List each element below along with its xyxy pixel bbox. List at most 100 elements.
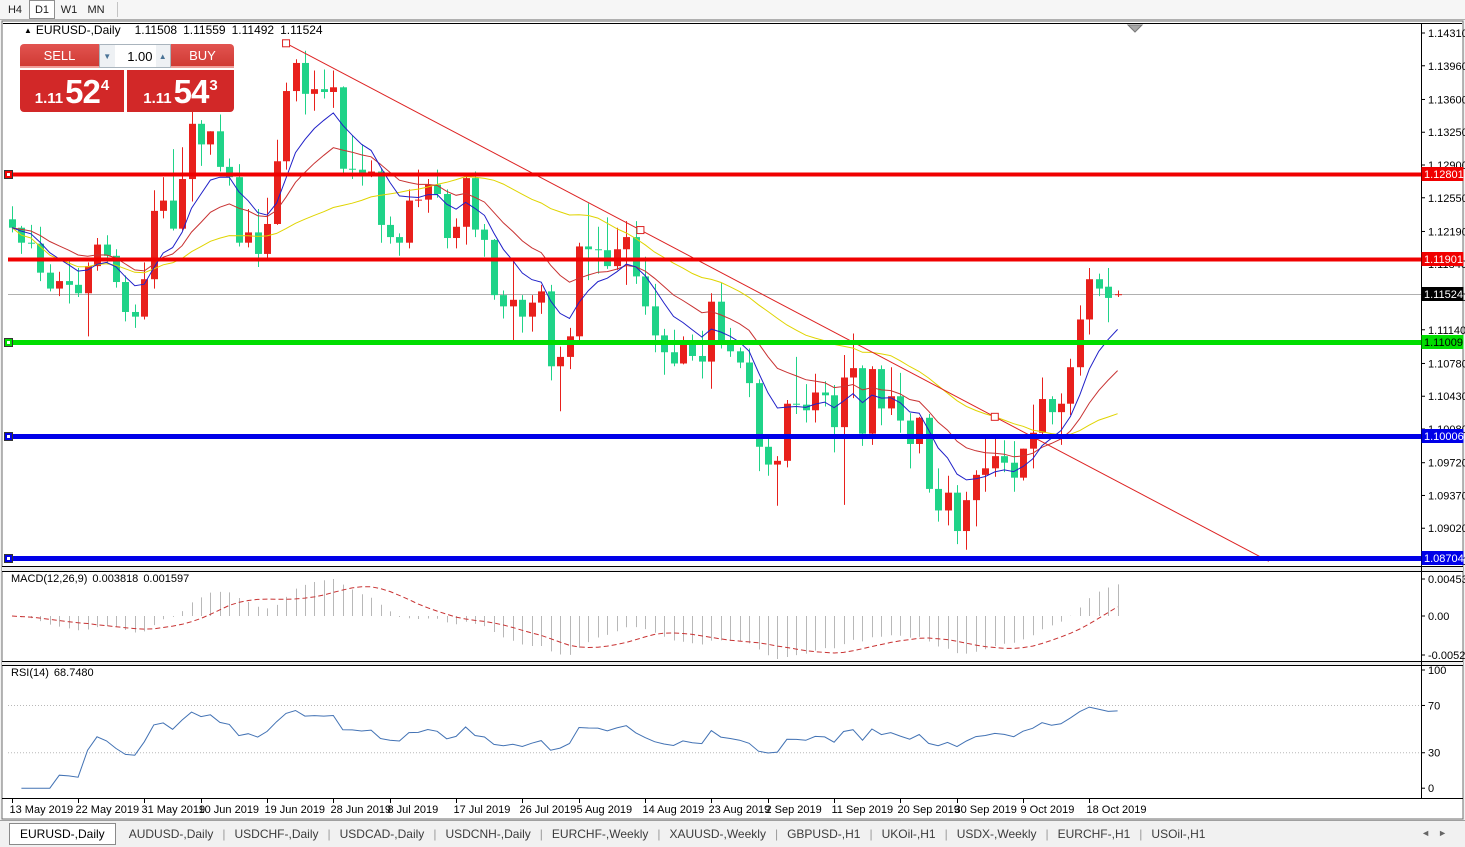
candle-body	[189, 123, 196, 180]
buy-button[interactable]: BUY	[171, 44, 234, 68]
candle-body	[491, 239, 498, 296]
candle-body	[585, 246, 592, 250]
candle-body	[170, 200, 177, 229]
candle-body	[859, 368, 866, 434]
candle-body	[973, 474, 980, 501]
candle-body	[283, 91, 290, 162]
price-tick-label: 1.12550	[1428, 193, 1465, 205]
timeframe-button-d1[interactable]: D1	[29, 0, 55, 19]
chart-tabs-bar: EURUSD-,Daily AUDUSD-,Daily | USDCHF-,Daily…	[0, 820, 1465, 847]
rsi-value: 68.7480	[53, 667, 94, 679]
candle-body	[226, 166, 233, 178]
chart-tab-usoil-h1[interactable]: USOil-,H1	[1151, 827, 1206, 841]
candle-body	[1067, 367, 1074, 404]
sell-price-main: 52	[65, 73, 101, 110]
candle-body	[1086, 279, 1093, 320]
timeframe-button-mn[interactable]: MN	[87, 3, 105, 16]
chart-tab-eurchf-weekly[interactable]: EURCHF-,Weekly	[551, 827, 649, 841]
candle-body	[982, 468, 989, 475]
tab-divider: |	[1139, 827, 1143, 841]
quote-low: 1.11492	[231, 23, 275, 37]
toolbar-separator	[117, 2, 118, 17]
sell-price-display[interactable]: 1.11 52 4	[20, 70, 124, 112]
price-flag-label: 1.11524	[1424, 289, 1463, 301]
candle-body	[992, 456, 999, 469]
panel-separators[interactable]	[2, 566, 1463, 799]
chart-tab-eurchf-h1[interactable]: EURCHF-,H1	[1057, 827, 1131, 841]
volume-decrease-button[interactable]: ▼	[100, 45, 115, 67]
candle-body	[396, 237, 403, 243]
date-tick-label: 20 Sep 2019	[898, 804, 960, 816]
chart-tab-usdcnh-daily[interactable]: USDCNH-,Daily	[445, 827, 531, 841]
date-tick-label: 19 Jun 2019	[265, 804, 326, 816]
candle-body	[160, 200, 167, 211]
rsi-line	[21, 706, 1118, 789]
price-tick-label: 1.12190	[1428, 226, 1465, 238]
timeframe-button-h4[interactable]: H4	[7, 3, 23, 16]
price-tick-label: 1.09720	[1428, 458, 1465, 470]
hline-anchor-dot	[7, 341, 10, 344]
chart-tab-xauusd-weekly[interactable]: XAUUSD-,Weekly	[669, 827, 766, 841]
timeframe-button-w1[interactable]: W1	[60, 3, 78, 16]
buy-price-pip: 3	[209, 77, 218, 94]
candle-body	[954, 492, 961, 532]
candle-body	[1001, 456, 1008, 463]
candle-body	[689, 343, 696, 356]
one-click-collapse-icon[interactable]: ▲	[24, 26, 32, 35]
chart-tab-eurusd-daily[interactable]: EURUSD-,Daily	[9, 823, 116, 845]
tab-scroll-right-icon[interactable]: ►	[1438, 828, 1455, 838]
buy-price-display[interactable]: 1.11 54 3	[127, 70, 234, 112]
price-tick-label: 1.13250	[1428, 127, 1465, 139]
candle-body	[321, 89, 328, 92]
chart-tab-usdcad-daily[interactable]: USDCAD-,Daily	[339, 827, 425, 841]
candle-body	[302, 62, 309, 94]
candle-body	[245, 232, 252, 243]
chart-tab-usdchf-daily[interactable]: USDCHF-,Daily	[234, 827, 319, 841]
trendline-anchor[interactable]	[990, 412, 999, 421]
price-flag-label: 1.08704	[1424, 553, 1464, 565]
tab-divider: |	[222, 827, 226, 841]
candle-body	[548, 291, 555, 367]
date-tick-label: 5 Aug 2019	[577, 804, 633, 816]
hline-anchor-dot	[7, 173, 10, 176]
volume-input[interactable]	[114, 45, 156, 67]
price-axis[interactable]: 1.143101.139601.136001.132501.129001.125…	[1421, 23, 1465, 798]
chart-tab-ukoil-h1[interactable]: UKOil-,H1	[881, 827, 936, 841]
chart-symbol-label: EURUSD-,Daily	[35, 23, 121, 37]
candle-body	[425, 184, 432, 200]
descending-trendline[interactable]	[282, 39, 1270, 562]
tab-scroll-left-icon[interactable]: ◄	[1421, 828, 1439, 838]
candle-body	[207, 131, 214, 145]
candle-body	[926, 417, 933, 489]
sell-button[interactable]: SELL	[20, 44, 99, 68]
candle-body	[132, 311, 139, 317]
chart-tab-usdx-weekly[interactable]: USDX-,Weekly	[956, 827, 1037, 841]
candle-body	[737, 351, 744, 363]
chart-tab-gbpusd-h1[interactable]: GBPUSD-,H1	[787, 827, 861, 841]
candle-body	[538, 291, 545, 303]
candle-body	[671, 352, 678, 364]
candle-body	[141, 279, 148, 317]
trendline-anchor[interactable]	[282, 39, 291, 48]
price-tick-label: 1.11140	[1428, 325, 1465, 337]
price-tick-label: 1.10430	[1428, 391, 1465, 403]
candle-body	[1011, 462, 1018, 478]
volume-increase-button[interactable]: ▲	[155, 45, 170, 67]
candle-body	[434, 184, 441, 195]
tab-scroll-arrows[interactable]: ◄►	[1421, 828, 1455, 838]
chart-tab-audusd-daily[interactable]: AUDUSD-,Daily	[128, 827, 214, 841]
candle-body	[727, 341, 734, 352]
date-tick-label: 23 Aug 2019	[709, 804, 771, 816]
chart-shift-marker[interactable]	[1126, 24, 1144, 33]
candle-body	[774, 460, 781, 465]
candle-body	[255, 232, 262, 254]
candle-body	[1020, 448, 1027, 478]
trendline-anchor[interactable]	[636, 226, 645, 235]
macd-scale-label: 0.004536	[1428, 574, 1465, 586]
candle-body	[113, 255, 120, 283]
date-tick-label: 28 Jun 2019	[331, 804, 392, 816]
candle-body	[907, 420, 914, 444]
